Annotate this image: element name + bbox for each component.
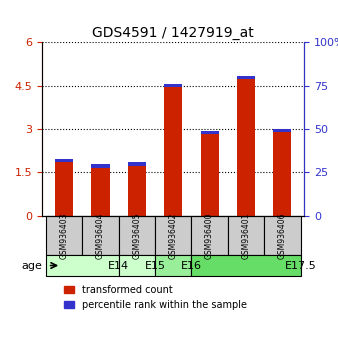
Bar xyxy=(200,134,219,216)
Text: GSM936402: GSM936402 xyxy=(169,212,178,259)
FancyBboxPatch shape xyxy=(119,255,155,276)
FancyBboxPatch shape xyxy=(191,255,300,276)
FancyBboxPatch shape xyxy=(119,216,155,255)
Bar xyxy=(200,131,219,134)
Bar xyxy=(128,162,146,166)
Text: GSM936403: GSM936403 xyxy=(59,212,69,259)
FancyBboxPatch shape xyxy=(46,255,119,276)
Text: GSM936406: GSM936406 xyxy=(278,212,287,259)
Bar xyxy=(164,87,182,216)
Text: E17.5: E17.5 xyxy=(285,261,316,270)
Text: GSM936400: GSM936400 xyxy=(205,212,214,259)
Bar xyxy=(128,166,146,216)
Title: GDS4591 / 1427919_at: GDS4591 / 1427919_at xyxy=(92,26,254,40)
Bar xyxy=(91,165,110,168)
FancyBboxPatch shape xyxy=(228,216,264,255)
Text: GSM936405: GSM936405 xyxy=(132,212,141,259)
Text: E16: E16 xyxy=(181,261,202,270)
FancyBboxPatch shape xyxy=(155,255,191,276)
Text: age: age xyxy=(21,261,42,270)
Bar xyxy=(237,76,255,79)
Legend: transformed count, percentile rank within the sample: transformed count, percentile rank withi… xyxy=(60,281,250,314)
Bar xyxy=(273,129,291,132)
FancyBboxPatch shape xyxy=(46,216,82,255)
Bar xyxy=(55,159,73,162)
FancyBboxPatch shape xyxy=(155,216,191,255)
Text: GSM936404: GSM936404 xyxy=(96,212,105,259)
Bar xyxy=(237,79,255,216)
FancyBboxPatch shape xyxy=(264,216,300,255)
Bar xyxy=(273,132,291,216)
Bar xyxy=(91,168,110,216)
FancyBboxPatch shape xyxy=(82,216,119,255)
Text: E14: E14 xyxy=(108,261,129,270)
FancyBboxPatch shape xyxy=(191,216,228,255)
Bar xyxy=(55,162,73,216)
Text: GSM936401: GSM936401 xyxy=(241,212,250,259)
Bar xyxy=(164,84,182,87)
Text: E15: E15 xyxy=(145,261,166,270)
